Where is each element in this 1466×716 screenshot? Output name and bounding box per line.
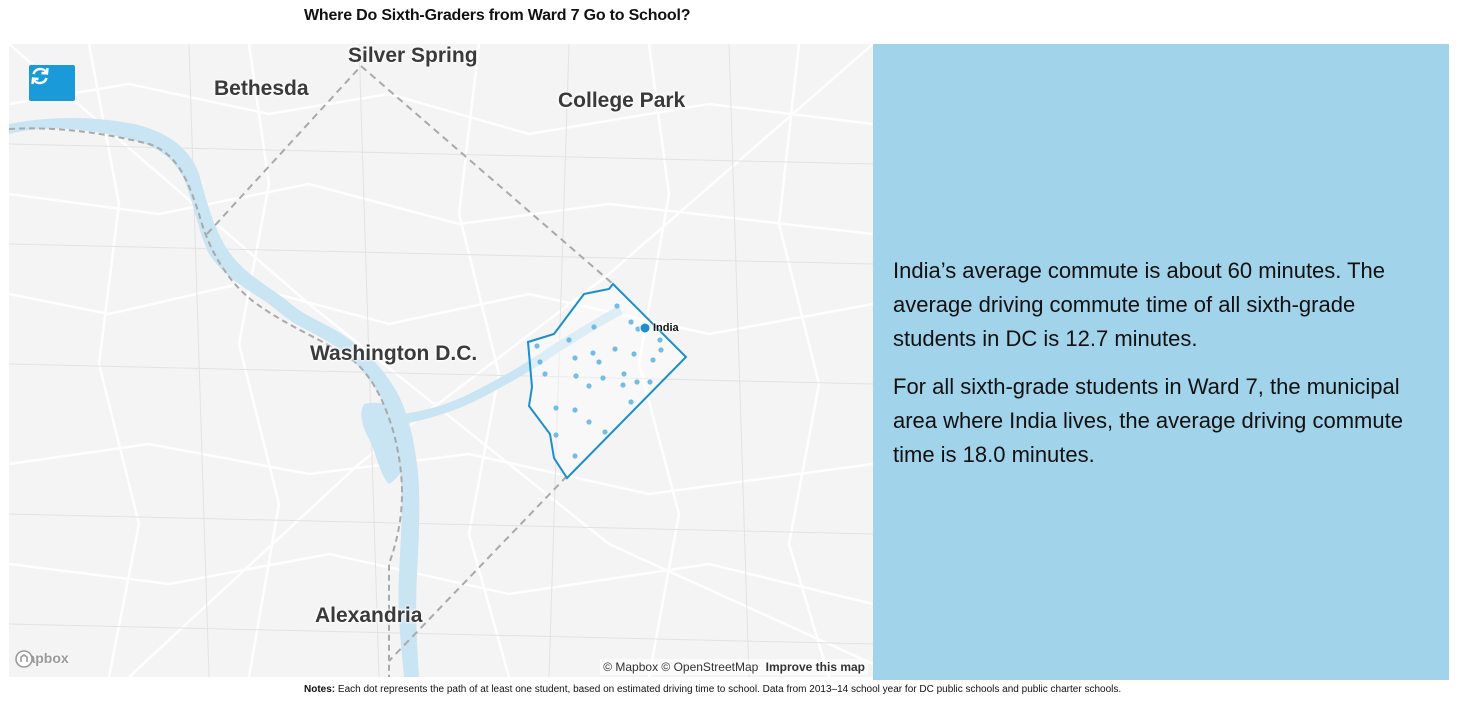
- commute-summary-paragraph: India’s average commute is about 60 minu…: [893, 258, 1386, 351]
- page-title: Where Do Sixth-Graders from Ward 7 Go to…: [304, 7, 691, 24]
- student-dots: [534, 303, 664, 459]
- city-label-alexandria: Alexandria: [315, 604, 423, 627]
- attribution-text[interactable]: © Mapbox © OpenStreetMap: [603, 660, 759, 674]
- info-panel-text: India’s average commute is about 60 minu…: [893, 254, 1413, 486]
- dc-boundary: [206, 64, 614, 662]
- notes: Notes: Each dot represents the path of a…: [304, 682, 1164, 698]
- ward-summary-paragraph: For all sixth-grade students in Ward 7, …: [893, 374, 1403, 467]
- map-canvas[interactable]: [9, 44, 873, 677]
- india-marker-label: India: [653, 322, 679, 334]
- maryland-va-border: [9, 127, 403, 677]
- potomac-river: [9, 118, 420, 677]
- map-attribution: © Mapbox © OpenStreetMap Improve this ma…: [600, 659, 868, 675]
- mapbox-logo[interactable]: mapbox: [15, 650, 69, 668]
- notes-label: Notes:: [304, 684, 336, 695]
- refresh-button[interactable]: [29, 65, 75, 101]
- india-marker: [639, 322, 651, 334]
- city-label-washington-dc: Washington D.C.: [310, 342, 478, 365]
- notes-text: Each dot represents the path of at least…: [337, 684, 1122, 695]
- city-label-bethesda: Bethesda: [214, 77, 309, 100]
- info-panel: India’s average commute is about 60 minu…: [873, 44, 1449, 680]
- mapbox-icon: [15, 650, 33, 668]
- road-network: [9, 44, 873, 677]
- minor-roads: [9, 44, 873, 677]
- refresh-icon: [31, 67, 49, 85]
- map[interactable]: Silver Spring Bethesda College Park Wash…: [9, 44, 873, 677]
- city-label-silver-spring: Silver Spring: [348, 44, 478, 67]
- anacostia-river: [384, 306, 623, 426]
- improve-map-link[interactable]: Improve this map: [765, 660, 865, 674]
- tidal-basin: [361, 402, 411, 484]
- city-label-college-park: College Park: [558, 89, 686, 112]
